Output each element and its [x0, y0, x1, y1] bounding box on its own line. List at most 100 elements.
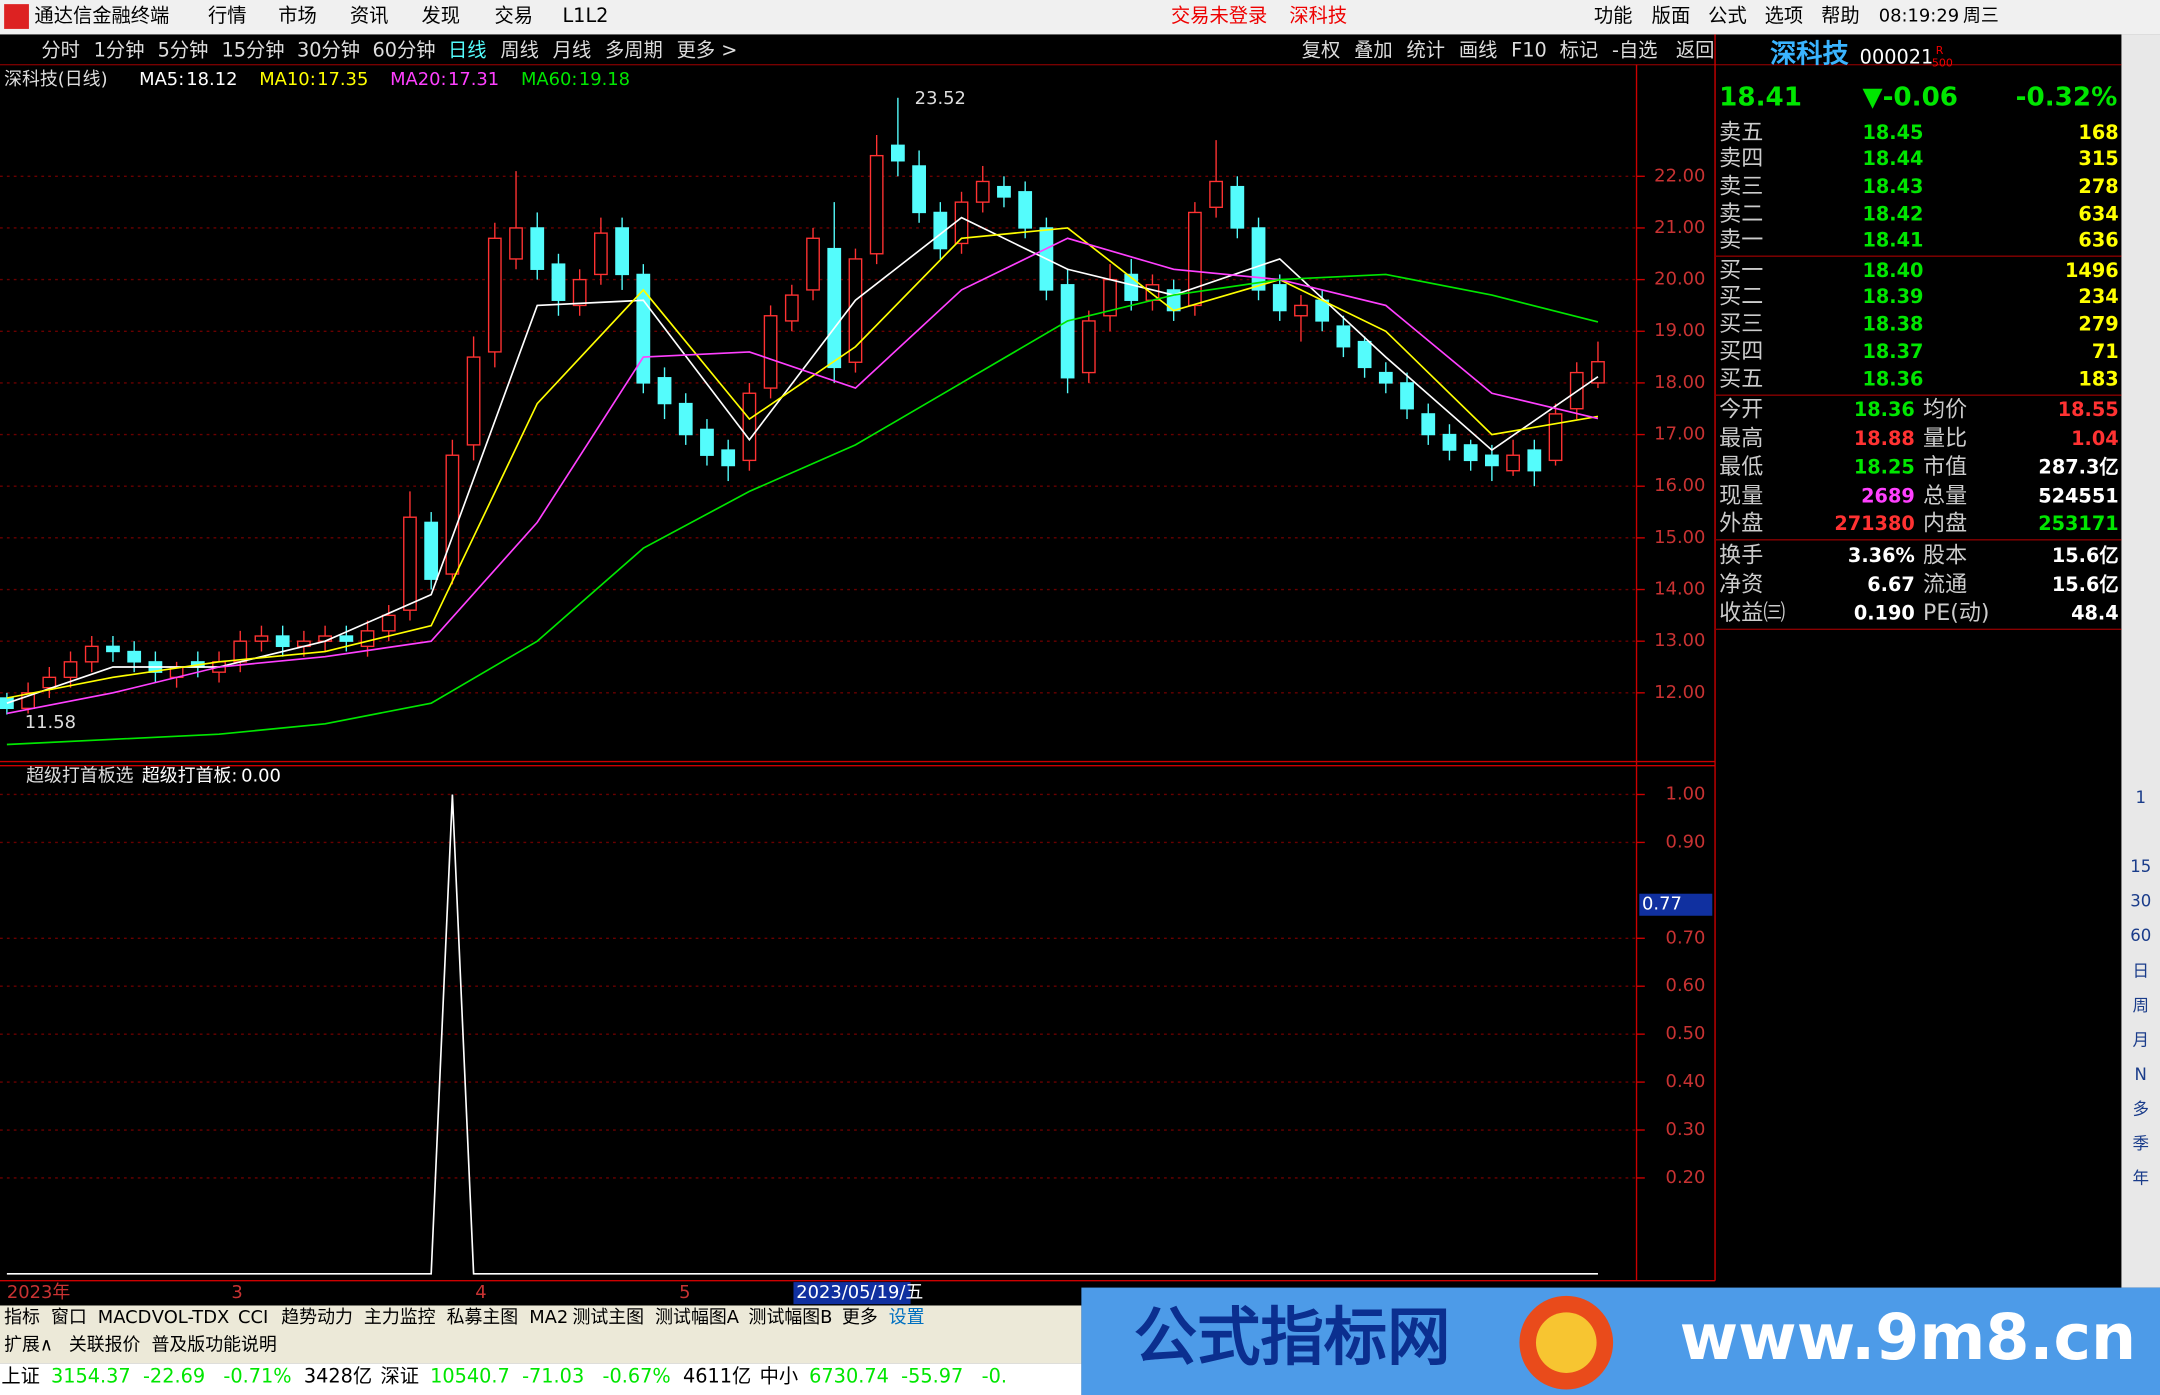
tab[interactable]: 更多 [842, 1307, 878, 1328]
tab[interactable]: 扩展∧ [4, 1334, 53, 1355]
tab[interactable]: 测试主图 [573, 1307, 645, 1328]
menu-item[interactable]: 行情 [208, 4, 247, 27]
tab[interactable]: MA2 [529, 1307, 568, 1328]
book-label: 卖一 [1719, 228, 1763, 253]
candle-body [975, 180, 990, 203]
side-button[interactable]: 月 [2132, 1031, 2149, 1050]
tab[interactable]: MACD [98, 1307, 152, 1328]
y-tick-label: 20.00 [1654, 269, 1705, 290]
period-button[interactable]: 周线 [500, 38, 539, 61]
stat-value: 18.55 [2058, 398, 2119, 421]
tab[interactable]: 私募主图 [447, 1307, 519, 1328]
period-button[interactable]: 1分钟 [94, 38, 145, 61]
period-button[interactable]: 60分钟 [372, 38, 435, 61]
book-volume: 636 [2078, 228, 2118, 251]
menu-item[interactable]: 市场 [278, 4, 317, 27]
status-item: 6730.74 [809, 1365, 889, 1388]
y-tick-label: 1.00 [1666, 783, 1706, 804]
y-tick-label: 0.90 [1666, 831, 1706, 852]
period-button[interactable]: 多周期 [605, 38, 663, 61]
side-button[interactable]: 1 [2135, 788, 2146, 807]
menu-item[interactable]: 交易 [495, 4, 534, 27]
stat-value: 18.25 [1854, 456, 1915, 479]
menu-item[interactable]: 版面 [1652, 4, 1691, 27]
tool-button[interactable]: 标记 [1560, 38, 1599, 61]
watermark-name: 公式指标网 [1134, 1300, 1451, 1374]
stat-label: 量比 [1923, 426, 1967, 451]
stat-label: 市值 [1923, 455, 1967, 480]
menu-item[interactable]: 选项 [1765, 4, 1804, 27]
candle-body [1548, 413, 1563, 462]
tab[interactable]: 指标 [4, 1307, 40, 1328]
tab[interactable]: 窗口 [51, 1307, 87, 1328]
candle-body [657, 377, 672, 405]
tab[interactable]: 趋势动力 [281, 1307, 353, 1328]
stat-value: 1.04 [2071, 427, 2119, 450]
book-volume: 168 [2078, 121, 2118, 144]
book-label: 买一 [1719, 258, 1763, 283]
tool-button[interactable]: 复权 [1302, 38, 1341, 61]
stat-value: 15.6亿 [2052, 573, 2119, 596]
side-button[interactable]: 日 [2132, 962, 2149, 981]
candle-body [763, 315, 778, 389]
tool-button[interactable]: F10 [1511, 38, 1547, 61]
period-button[interactable]: 30分钟 [297, 38, 360, 61]
side-button[interactable]: 多 [2132, 1099, 2149, 1118]
side-button[interactable]: 15 [2130, 857, 2151, 876]
tool-button[interactable]: 统计 [1406, 38, 1445, 61]
period-button[interactable]: 15分钟 [222, 38, 285, 61]
ma-line [6, 237, 1599, 715]
tab[interactable]: 关联报价 [69, 1334, 141, 1355]
book-price: 18.36 [1862, 368, 1923, 391]
clock: 08:19:29 [1879, 6, 1959, 27]
period-button[interactable]: 日线 [448, 38, 487, 61]
candle-body [127, 650, 142, 663]
period-button[interactable]: 分时 [41, 38, 80, 61]
candle-body [1421, 413, 1436, 436]
tab[interactable]: 设置 [889, 1307, 925, 1328]
candle-body [1060, 284, 1075, 379]
tab[interactable]: VOL-TDX [152, 1307, 229, 1328]
period-button[interactable]: 月线 [553, 38, 592, 61]
tool-button[interactable]: 画线 [1459, 38, 1498, 61]
tab[interactable]: 主力监控 [364, 1307, 436, 1328]
side-button[interactable]: 季 [2132, 1134, 2149, 1153]
status-item: 上证 [1, 1365, 40, 1388]
book-label: 卖四 [1719, 147, 1763, 172]
stat-value: 253171 [2038, 512, 2118, 535]
side-button[interactable]: 周 [2132, 996, 2149, 1015]
badge: 500 [1932, 56, 1953, 69]
menu-item[interactable]: 帮助 [1821, 4, 1860, 27]
price-change: ▼-0.06 [1862, 82, 1958, 112]
menu-item[interactable]: 公式 [1708, 4, 1747, 27]
y-tick-label: 0.60 [1666, 975, 1706, 996]
menu-item[interactable]: 功能 [1594, 4, 1633, 27]
legend-label: MA5: [139, 69, 184, 90]
candle-body [1081, 320, 1096, 374]
tab[interactable]: 普及版功能说明 [152, 1334, 277, 1355]
menu-item[interactable]: L1L2 [562, 4, 608, 27]
side-button[interactable]: N [2135, 1065, 2147, 1084]
side-button[interactable]: 60 [2130, 926, 2151, 945]
period-button[interactable]: 更多 > [677, 38, 738, 61]
watermark-logo [1535, 1312, 1597, 1373]
period-button[interactable]: 5分钟 [158, 38, 209, 61]
menu-item[interactable]: 发现 [422, 4, 461, 27]
menu-item[interactable]: 资讯 [350, 4, 389, 27]
tab[interactable]: 测试幅图B [749, 1307, 833, 1328]
tab[interactable]: CCI [238, 1307, 268, 1328]
tool-button[interactable]: -自选 [1612, 38, 1657, 61]
candle-body [1378, 371, 1393, 384]
candle-body [1357, 340, 1372, 369]
tool-button[interactable]: 叠加 [1354, 38, 1393, 61]
side-button[interactable]: 30 [2130, 892, 2151, 911]
candle-body [445, 454, 460, 575]
tab[interactable]: 测试幅图A [655, 1307, 740, 1328]
cursor-value: 0.77 [1642, 894, 1682, 915]
status-item: 4611亿 [683, 1365, 751, 1388]
side-button[interactable]: 年 [2132, 1168, 2149, 1187]
tab-bar [0, 1305, 1082, 1364]
candle-body [84, 645, 99, 663]
tool-button[interactable]: 返回 [1676, 38, 1715, 61]
stat-value: 2689 [1861, 485, 1915, 508]
